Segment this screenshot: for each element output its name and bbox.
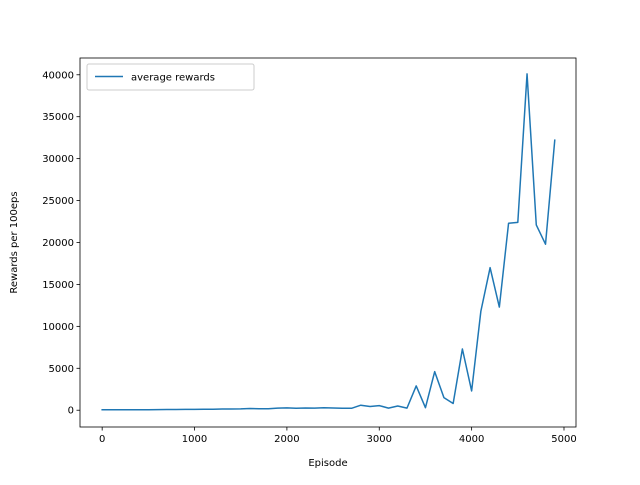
y-tick-label: 5000 xyxy=(49,364,74,375)
x-tick-label: 2000 xyxy=(274,434,299,445)
legend: average rewards xyxy=(87,64,254,90)
y-tick-label: 40000 xyxy=(42,70,74,81)
y-tick-label: 15000 xyxy=(42,280,74,291)
x-tick-label: 0 xyxy=(99,434,105,445)
x-tick-label: 3000 xyxy=(367,434,392,445)
x-axis-label: Episode xyxy=(308,458,347,469)
y-tick-label: 10000 xyxy=(42,322,74,333)
y-tick-label: 0 xyxy=(68,406,74,417)
y-tick-label: 30000 xyxy=(42,154,74,165)
x-tick-label: 5000 xyxy=(551,434,576,445)
y-tick-label: 20000 xyxy=(42,238,74,249)
x-tick-label: 1000 xyxy=(182,434,207,445)
y-tick-label: 35000 xyxy=(42,112,74,123)
x-tick-label: 4000 xyxy=(459,434,484,445)
y-tick-label: 25000 xyxy=(42,196,74,207)
legend-label-average-rewards: average rewards xyxy=(131,73,215,84)
y-axis-label: Rewards per 100eps xyxy=(9,191,20,293)
